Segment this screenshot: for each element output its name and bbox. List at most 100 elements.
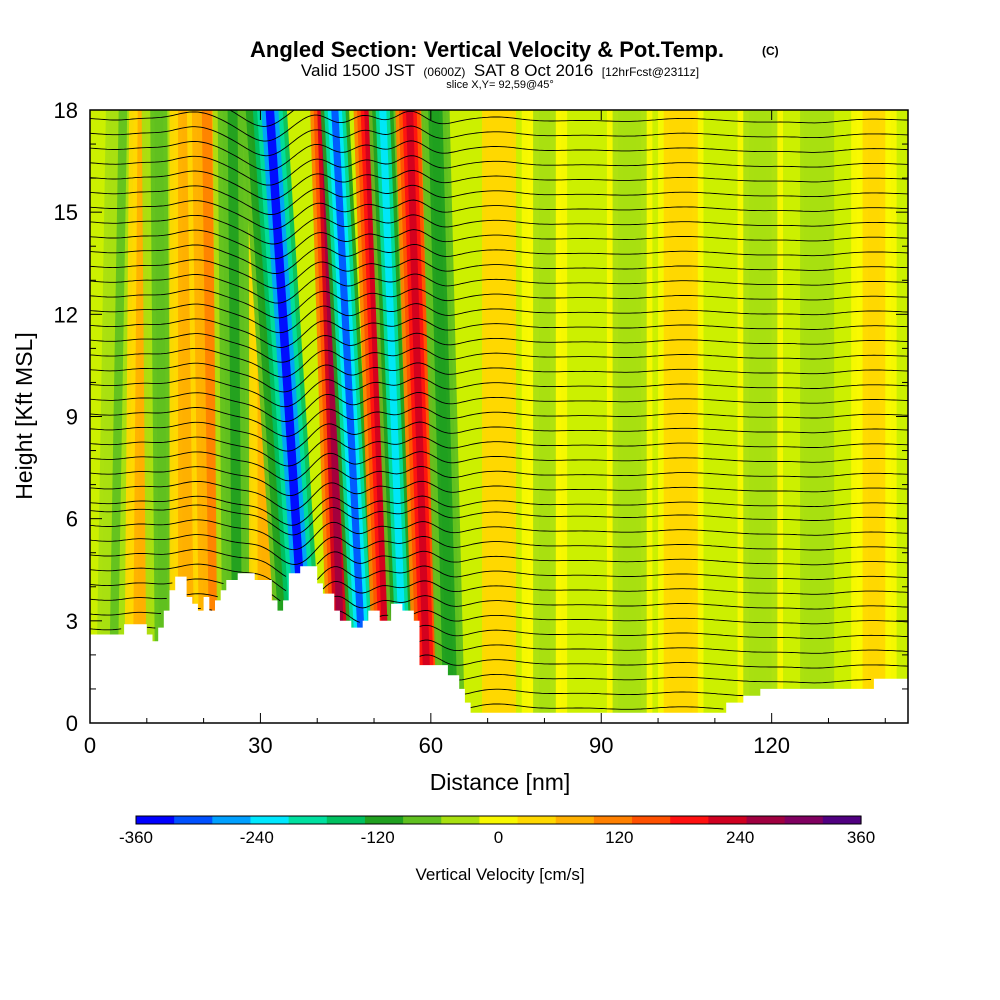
colorbar-cell	[250, 816, 290, 824]
colorbar-cell	[670, 816, 709, 824]
colorbar-cell	[784, 816, 824, 824]
velocity-band	[737, 110, 784, 723]
theta-contour	[90, 140, 908, 171]
velocity-band	[521, 110, 568, 723]
velocity-field	[95, 110, 897, 723]
velocity-band	[368, 110, 420, 723]
theta-contour	[90, 273, 908, 304]
x-tick-label: 60	[419, 733, 443, 758]
velocity-band	[421, 110, 465, 723]
subtitle-date: SAT 8 Oct 2016	[474, 61, 593, 80]
colorbar-tick-label: -120	[361, 828, 395, 847]
colorbar-cell	[517, 816, 557, 824]
theta-contour	[90, 466, 908, 497]
theta-contour	[419, 654, 908, 669]
colorbar-cell	[288, 816, 328, 824]
y-tick-label: 12	[54, 302, 78, 327]
theta-contour	[90, 608, 908, 625]
theta-contour	[90, 170, 908, 201]
subtitle-utc-time: (0600Z)	[423, 65, 465, 79]
theta-contour	[90, 504, 908, 536]
theta-contour	[90, 421, 908, 452]
velocity-band-layer	[201, 110, 220, 723]
velocity-band-layer	[538, 110, 551, 723]
y-tick-label: 6	[66, 507, 78, 532]
x-axis-label: Distance [nm]	[430, 769, 571, 795]
theta-contour	[90, 406, 908, 437]
theta-contour	[90, 199, 908, 230]
chart-title-unit: (C)	[762, 44, 779, 58]
velocity-band	[141, 110, 181, 723]
velocity-band-layer	[812, 110, 822, 723]
theta-contour	[90, 110, 908, 142]
velocity-band-layer	[431, 110, 455, 723]
velocity-band-layer	[108, 110, 128, 723]
theta-contour	[90, 534, 908, 565]
theta-contour	[459, 673, 872, 684]
theta-contour	[90, 436, 908, 467]
velocity-band	[212, 110, 258, 723]
slice-info: slice X,Y= 92,59@45°	[446, 79, 554, 91]
theta-contour	[90, 155, 908, 186]
colorbar-tick-label: 240	[726, 828, 754, 847]
colorbar-cell	[212, 816, 252, 824]
theta-contour	[470, 703, 724, 710]
theta-contour	[90, 332, 908, 363]
theta-contour	[90, 303, 908, 334]
theta-contour	[90, 288, 908, 319]
theta-contour	[90, 258, 908, 289]
theta-contour	[90, 214, 908, 245]
velocity-band	[800, 110, 835, 723]
theta-contour	[90, 548, 908, 577]
colorbar-tick-label: 120	[605, 828, 633, 847]
velocity-band-layer	[227, 110, 243, 723]
theta-contour	[90, 377, 908, 408]
theta-contours	[90, 110, 908, 710]
x-tick-label: 30	[248, 733, 272, 758]
velocity-band-layer	[868, 110, 880, 723]
axis-ticks: 0 30 60 90 120 0 3 6 9 12 15 18	[54, 98, 908, 758]
colorbar-cell	[174, 816, 213, 824]
colorbar-label: Vertical Velocity [cm/s]	[415, 865, 584, 884]
colorbar-cell	[441, 816, 481, 824]
colorbar-frame	[135, 815, 862, 825]
theta-contour	[90, 317, 908, 348]
velocity-band-layer	[494, 110, 504, 723]
velocity-band-layer	[331, 110, 370, 723]
terrain-mask	[90, 566, 908, 723]
colorbar-cell	[136, 816, 175, 824]
x-tick-label: 120	[753, 733, 790, 758]
theta-contour	[90, 593, 908, 610]
chart-title: Angled Section: Vertical Velocity & Pot.…	[250, 37, 724, 62]
velocity-band	[851, 110, 897, 723]
velocity-band	[395, 110, 443, 723]
velocity-band	[481, 110, 517, 723]
theta-contour	[90, 229, 908, 260]
colorbar-cell	[403, 816, 442, 824]
velocity-band	[320, 110, 380, 723]
subtitle-valid-time: Valid 1500 JST	[301, 61, 415, 80]
colorbar-cell	[708, 816, 748, 824]
theta-contour	[464, 688, 744, 697]
velocity-band-layer	[379, 110, 409, 723]
chart-subtitle: Valid 1500 JST (0600Z) SAT 8 Oct 2016 [1…	[301, 61, 699, 80]
velocity-band-layer	[182, 110, 191, 723]
theta-contour	[90, 495, 908, 526]
x-tick-label: 0	[84, 733, 96, 758]
y-axis-label: Height [Kft MSL]	[11, 332, 37, 499]
velocity-band-layer	[675, 110, 687, 723]
colorbar-cell	[364, 816, 404, 824]
colorbar-tick-label: 0	[494, 828, 503, 847]
x-tick-label: 90	[589, 733, 613, 758]
theta-contour	[90, 480, 908, 511]
colorbar-cell	[479, 816, 519, 824]
y-tick-label: 0	[66, 711, 78, 736]
y-tick-label: 3	[66, 609, 78, 634]
colorbar: -360 -240 -120 0 120 240 360 Vertical Velocity…	[119, 815, 875, 884]
theta-contour	[90, 519, 908, 551]
colorbar-cells	[136, 816, 862, 824]
colorbar-cell	[632, 816, 671, 824]
velocity-band	[658, 110, 704, 723]
colorbar-cell	[593, 816, 633, 824]
theta-contour	[90, 391, 908, 422]
